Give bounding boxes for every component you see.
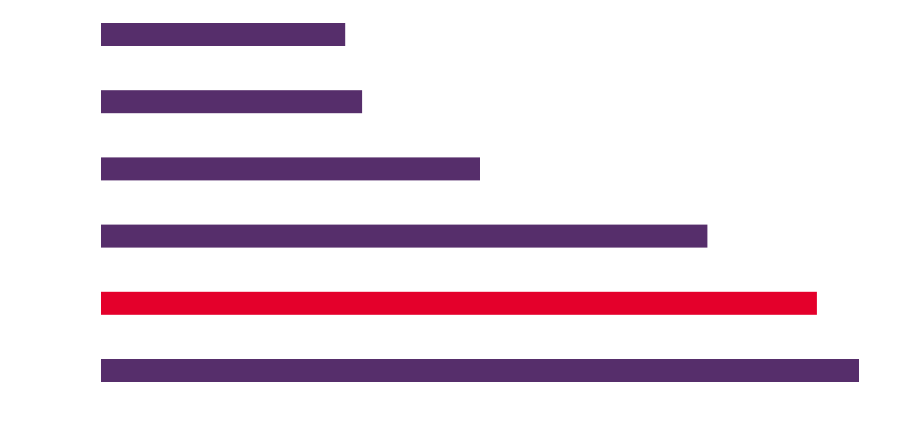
- bar: [101, 23, 346, 46]
- bar: [101, 224, 708, 248]
- bar: [101, 90, 363, 114]
- bar: [101, 359, 859, 382]
- bar-highlighted: [101, 291, 817, 315]
- bar: [101, 157, 480, 181]
- bars-group: [101, 23, 859, 382]
